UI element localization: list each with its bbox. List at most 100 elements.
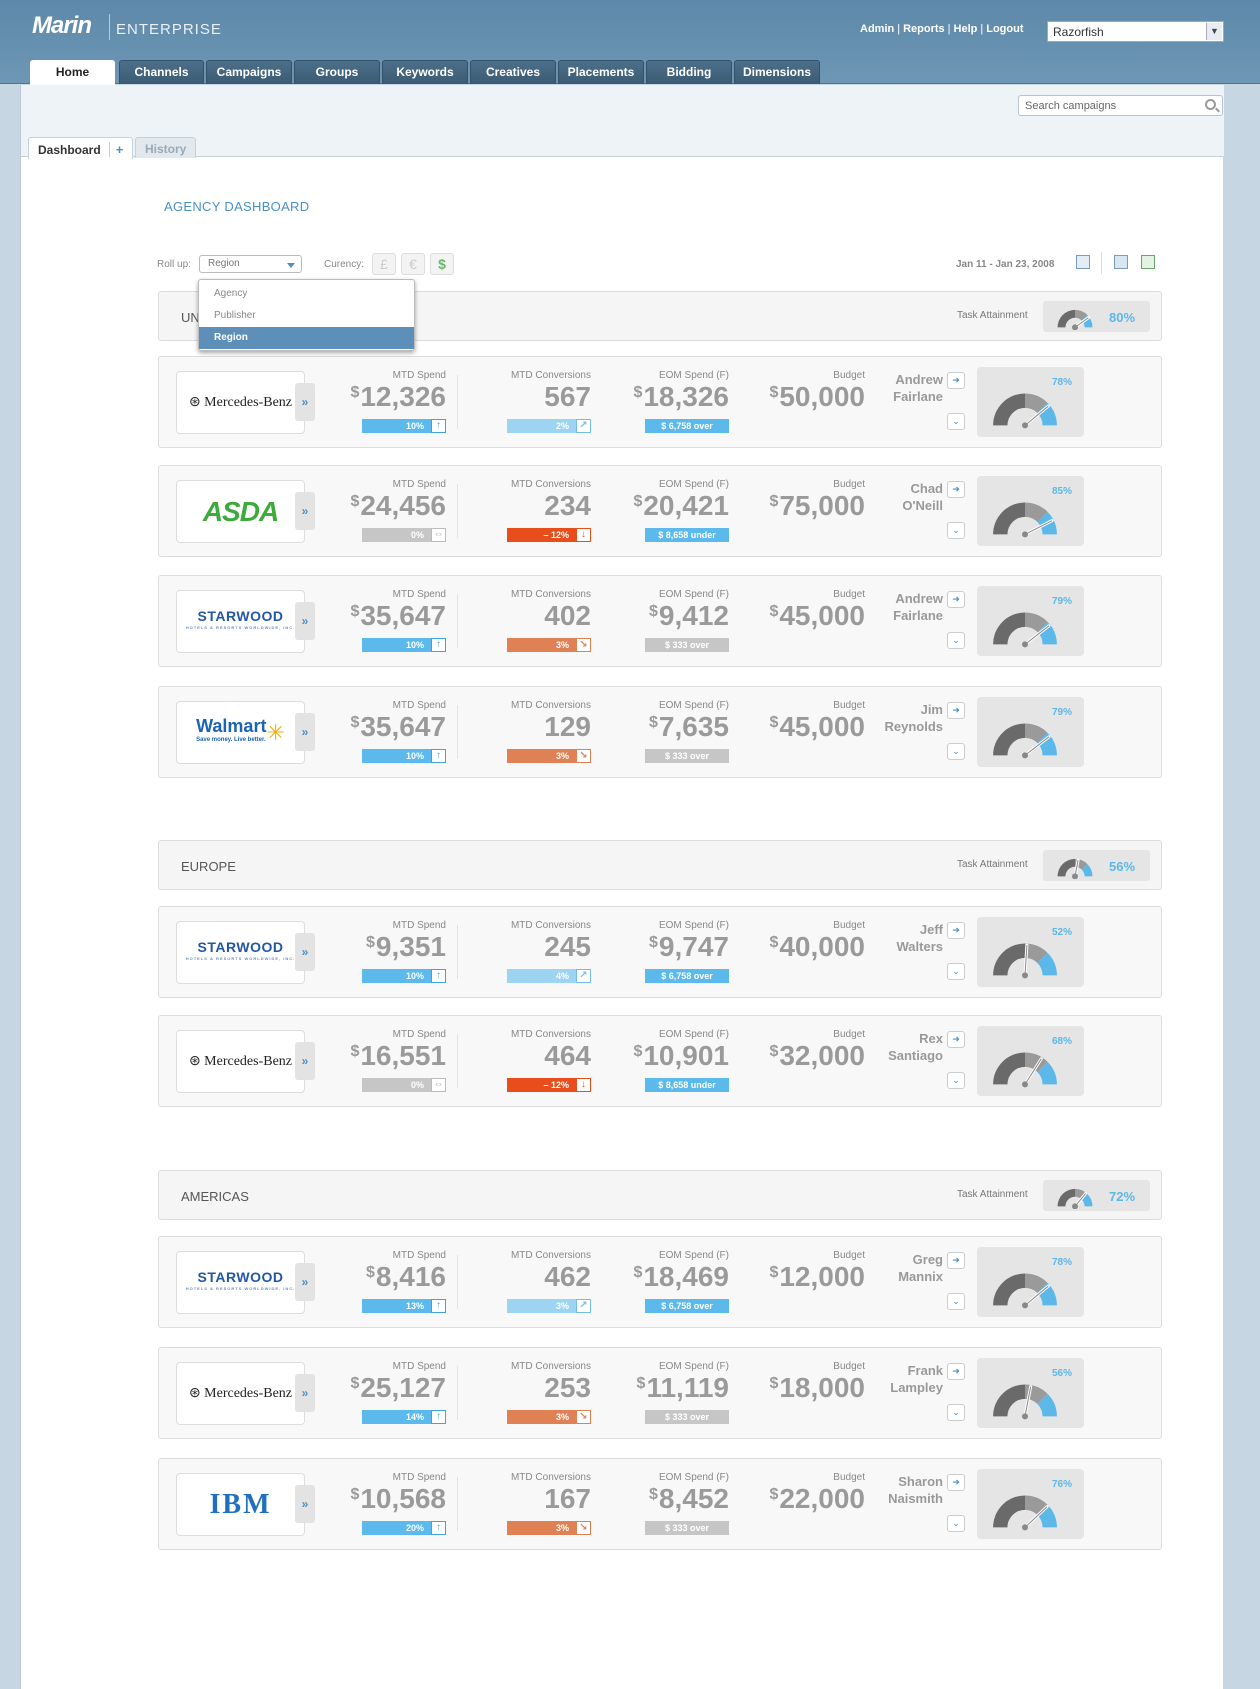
conversions-change-badge: 2% ↗ (507, 419, 591, 433)
send-icon[interactable]: ➜ (947, 1363, 965, 1380)
reports-link[interactable]: Reports (903, 23, 945, 35)
account-manager[interactable]: Jim Reynolds (884, 702, 943, 734)
tab-dimensions[interactable]: Dimensions (734, 60, 820, 84)
client-logo[interactable]: ⊛ Mercedes-BenzMercedes-Benz (176, 1362, 305, 1425)
tab-placements[interactable]: Placements (558, 60, 644, 84)
conversions-change-badge: 4% ↗ (507, 969, 591, 983)
logout-link[interactable]: Logout (986, 23, 1024, 35)
expand-icon[interactable]: ⌄ (947, 1293, 965, 1310)
budget: Budget $12,000 (739, 1237, 865, 1329)
eom-spend-value: $20,421 (633, 490, 729, 521)
tab-creatives[interactable]: Creatives (470, 60, 556, 84)
client-logo[interactable]: STARWOOD HOTELS & RESORTS WORLDWIDE, INC.… (176, 1251, 305, 1314)
task-attainment-value: 80% (1109, 310, 1136, 325)
client-logo[interactable]: ⊛ Mercedes-BenzMercedes-Benz (176, 371, 305, 434)
account-manager[interactable]: Rex Santiago (888, 1031, 943, 1063)
drill-down-button[interactable]: » (295, 1485, 315, 1523)
account-manager[interactable]: Jeff Walters (896, 922, 943, 954)
drill-down-button[interactable]: » (295, 1374, 315, 1412)
calendar-icon[interactable] (1076, 255, 1090, 269)
rollup-option-agency[interactable]: Agency (214, 288, 248, 299)
account-manager[interactable]: Sharon Naismith (888, 1474, 943, 1506)
drill-down-button[interactable]: » (295, 1263, 315, 1301)
add-tab-button[interactable]: + (108, 142, 123, 157)
expand-icon[interactable]: ⌄ (947, 1515, 965, 1532)
mtd-conversions-label: MTD Conversions (510, 700, 591, 711)
region-name: EUROPE (181, 859, 236, 874)
budget-value: $75,000 (769, 490, 865, 521)
currency-dollar-button[interactable]: $ (430, 253, 454, 275)
account-manager[interactable]: Andrew Fairlane (893, 591, 943, 623)
excel-export-icon[interactable] (1141, 255, 1155, 269)
client-card: STARWOOD HOTELS & RESORTS WORLDWIDE, INC.… (158, 906, 1162, 998)
expand-icon[interactable]: ⌄ (947, 1404, 965, 1421)
gauge-percent: 79% (1052, 707, 1073, 718)
drill-down-button[interactable]: » (295, 383, 315, 421)
admin-link[interactable]: Admin (860, 23, 895, 35)
send-icon[interactable]: ➜ (947, 1031, 965, 1048)
mtd-spend-label: MTD Spend (392, 700, 446, 711)
client-logo[interactable]: ⊛ Mercedes-BenzMercedes-Benz (176, 1030, 305, 1093)
client-logo[interactable]: STARWOOD HOTELS & RESORTS WORLDWIDE, INC.… (176, 921, 305, 984)
send-icon[interactable]: ➜ (947, 1252, 965, 1269)
chevron-down-icon (287, 263, 295, 268)
expand-icon[interactable]: ⌄ (947, 522, 965, 539)
chevron-down-icon[interactable]: ▼ (1206, 23, 1222, 40)
expand-icon[interactable]: ⌄ (947, 963, 965, 980)
tab-bidding[interactable]: Bidding (646, 60, 732, 84)
account-manager[interactable]: Greg Mannix (898, 1252, 943, 1284)
mtd-spend-label: MTD Spend (392, 1250, 446, 1261)
account-manager[interactable]: Andrew Fairlane (893, 372, 943, 404)
help-link[interactable]: Help (953, 23, 978, 35)
search-icon[interactable] (1205, 99, 1216, 110)
drill-down-button[interactable]: » (295, 713, 315, 751)
tab-campaigns[interactable]: Campaigns (206, 60, 292, 84)
export-report-icon[interactable] (1114, 255, 1128, 269)
expand-icon[interactable]: ⌄ (947, 413, 965, 430)
send-icon[interactable]: ➜ (947, 591, 965, 608)
gauge-percent: 76% (1052, 1479, 1073, 1490)
expand-icon[interactable]: ⌄ (947, 743, 965, 760)
account-manager[interactable]: Chad O'Neill (902, 481, 943, 513)
mtd-conversions-label: MTD Conversions (510, 370, 591, 381)
drill-down-button[interactable]: » (295, 492, 315, 530)
account-manager[interactable]: Frank Lampley (890, 1363, 943, 1395)
metric-divider (457, 1255, 458, 1309)
send-icon[interactable]: ➜ (947, 922, 965, 939)
send-icon[interactable]: ➜ (947, 372, 965, 389)
client-logo[interactable]: STARWOOD HOTELS & RESORTS WORLDWIDE, INC.… (176, 590, 305, 653)
send-icon[interactable]: ➜ (947, 481, 965, 498)
mtd-conversions: MTD Conversions 253 3% ↘ (459, 1348, 591, 1440)
currency-euro-button[interactable]: € (401, 253, 425, 275)
budget: Budget $45,000 (739, 576, 865, 668)
drill-down-button[interactable]: » (295, 602, 315, 640)
currency-pound-button[interactable]: £ (372, 253, 396, 275)
tab-groups[interactable]: Groups (294, 60, 380, 84)
region-name: UN (181, 310, 200, 325)
tab-dashboard[interactable]: Dashboard + (28, 137, 134, 159)
tab-channels[interactable]: Channels (119, 60, 204, 84)
rollup-option-publisher[interactable]: Publisher (214, 310, 256, 321)
mtd-spend-value: $10,568 (350, 1483, 446, 1514)
drill-down-button[interactable]: » (295, 1042, 315, 1080)
account-select[interactable]: Razorfish ▼ (1047, 21, 1224, 42)
budget-gauge: 56% (977, 1358, 1084, 1428)
send-icon[interactable]: ➜ (947, 1474, 965, 1491)
trend-arrow-icon: ↗ (576, 1299, 591, 1313)
expand-icon[interactable]: ⌄ (947, 632, 965, 649)
drill-down-button[interactable]: » (295, 933, 315, 971)
rollup-option-region[interactable]: Region (199, 327, 414, 349)
tab-history[interactable]: History (135, 137, 197, 158)
client-logo[interactable]: IBMIBM (176, 1473, 305, 1536)
expand-icon[interactable]: ⌄ (947, 1072, 965, 1089)
budget-label: Budget (833, 1361, 865, 1372)
tab-keywords[interactable]: Keywords (382, 60, 468, 84)
client-logo[interactable]: ASDAASDA (176, 480, 305, 543)
budget: Budget $40,000 (739, 907, 865, 999)
search-input[interactable]: Search campaigns (1018, 95, 1223, 116)
tab-home[interactable]: Home (30, 60, 115, 85)
rollup-select[interactable]: Region (199, 255, 302, 273)
send-icon[interactable]: ➜ (947, 702, 965, 719)
